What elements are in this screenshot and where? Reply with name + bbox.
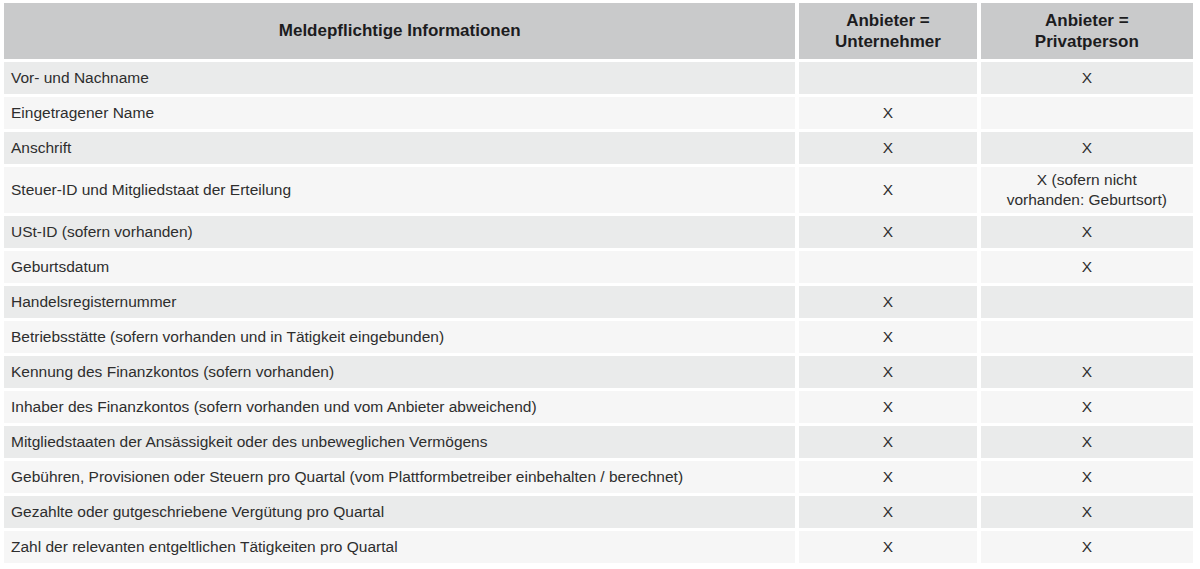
row-label: Gebühren, Provisionen oder Steuern pro Q…: [4, 461, 795, 493]
row-label: Vor- und Nachname: [4, 62, 795, 94]
row-label: Mitgliedstaaten der Ansässigkeit oder de…: [4, 426, 795, 458]
table-row: Eingetragener NameX: [4, 97, 1193, 129]
unternehmer-mark: [799, 62, 976, 94]
table-row: Inhaber des Finanzkontos (sofern vorhand…: [4, 391, 1193, 423]
unternehmer-mark: X: [799, 321, 976, 353]
table-body: Vor- und NachnameXEingetragener NameXAns…: [4, 62, 1193, 563]
header-row: Meldepflichtige Informationen Anbieter =…: [4, 3, 1193, 59]
table-row: Vor- und Nachname X: [4, 62, 1193, 94]
unternehmer-mark: X: [799, 216, 976, 248]
table-row: Geburtsdatum X: [4, 251, 1193, 283]
privatperson-mark: [981, 97, 1193, 129]
row-label: USt-ID (sofern vorhanden): [4, 216, 795, 248]
table-row: Betriebsstätte (sofern vorhanden und in …: [4, 321, 1193, 353]
privatperson-mark: X: [981, 531, 1193, 563]
privatperson-mark: X: [981, 496, 1193, 528]
unternehmer-mark: X: [799, 167, 976, 213]
table-row: Steuer-ID und Mitgliedstaat der Erteilun…: [4, 167, 1193, 213]
privatperson-mark: [981, 286, 1193, 318]
column-header-anbieter-privatperson: Anbieter = Privatperson: [981, 3, 1193, 59]
unternehmer-mark: X: [799, 286, 976, 318]
table-row: Kennung des Finanzkontos (sofern vorhand…: [4, 356, 1193, 388]
table-row: Gezahlte oder gutgeschriebene Vergütung …: [4, 496, 1193, 528]
privatperson-mark: X: [981, 132, 1193, 164]
row-label: Anschrift: [4, 132, 795, 164]
privatperson-mark: X: [981, 62, 1193, 94]
unternehmer-mark: X: [799, 97, 976, 129]
row-label: Inhaber des Finanzkontos (sofern vorhand…: [4, 391, 795, 423]
row-label: Zahl der relevanten entgeltlichen Tätigk…: [4, 531, 795, 563]
unternehmer-mark: X: [799, 461, 976, 493]
column-header-anbieter-unternehmer: Anbieter = Unternehmer: [799, 3, 976, 59]
row-label: Kennung des Finanzkontos (sofern vorhand…: [4, 356, 795, 388]
unternehmer-mark: X: [799, 132, 976, 164]
privatperson-mark: X: [981, 216, 1193, 248]
unternehmer-mark: [799, 251, 976, 283]
table-row: USt-ID (sofern vorhanden)XX: [4, 216, 1193, 248]
table-row: Mitgliedstaaten der Ansässigkeit oder de…: [4, 426, 1193, 458]
reportable-information-table: Meldepflichtige Informationen Anbieter =…: [0, 0, 1197, 566]
row-label: Eingetragener Name: [4, 97, 795, 129]
row-label: Geburtsdatum: [4, 251, 795, 283]
privatperson-mark: X: [981, 461, 1193, 493]
unternehmer-mark: X: [799, 391, 976, 423]
unternehmer-mark: X: [799, 356, 976, 388]
row-label: Handelsregisternummer: [4, 286, 795, 318]
row-label: Betriebsstätte (sofern vorhanden und in …: [4, 321, 795, 353]
table-row: Gebühren, Provisionen oder Steuern pro Q…: [4, 461, 1193, 493]
column-header-meldepflichtige-informationen: Meldepflichtige Informationen: [4, 3, 795, 59]
unternehmer-mark: X: [799, 531, 976, 563]
privatperson-mark: X: [981, 251, 1193, 283]
privatperson-mark: X: [981, 356, 1193, 388]
table-header: Meldepflichtige Informationen Anbieter =…: [4, 3, 1193, 59]
privatperson-mark: X: [981, 391, 1193, 423]
privatperson-mark: X: [981, 426, 1193, 458]
row-label: Steuer-ID und Mitgliedstaat der Erteilun…: [4, 167, 795, 213]
privatperson-mark: X (sofern nicht vorhanden: Geburtsort): [981, 167, 1193, 213]
unternehmer-mark: X: [799, 426, 976, 458]
table-row: HandelsregisternummerX: [4, 286, 1193, 318]
privatperson-mark: [981, 321, 1193, 353]
row-label: Gezahlte oder gutgeschriebene Vergütung …: [4, 496, 795, 528]
unternehmer-mark: X: [799, 496, 976, 528]
table-row: AnschriftXX: [4, 132, 1193, 164]
table-row: Zahl der relevanten entgeltlichen Tätigk…: [4, 531, 1193, 563]
